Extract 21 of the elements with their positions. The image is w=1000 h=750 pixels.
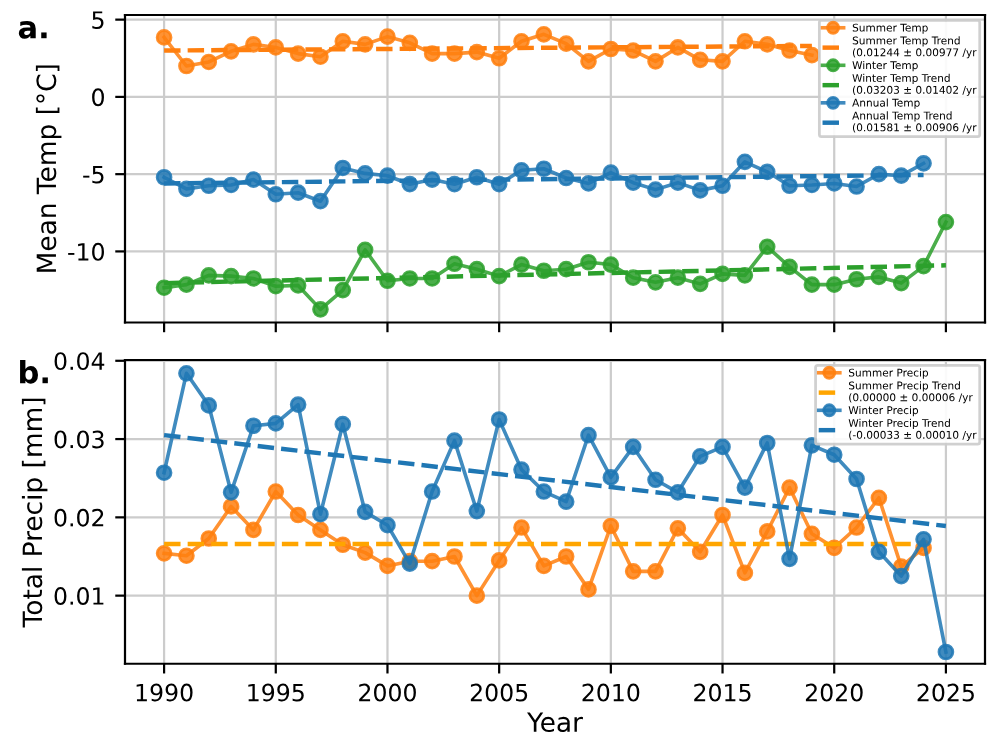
y-tick-label: 0.04 bbox=[54, 352, 105, 371]
y-axis-title: Total Precip [mm] bbox=[21, 398, 48, 628]
y-tick-label: -10 bbox=[68, 242, 104, 261]
y-tick-label: -5 bbox=[83, 165, 104, 184]
x-tick-label: 2000 bbox=[359, 683, 416, 702]
x-tick-label: 1990 bbox=[136, 683, 193, 702]
y-tick-label: 0 bbox=[92, 88, 104, 107]
y-tick-label: 0.03 bbox=[54, 430, 104, 449]
y-tick-label: 5 bbox=[92, 11, 104, 29]
x-tick-label: 2015 bbox=[694, 683, 751, 702]
x-tick-label: 2005 bbox=[470, 683, 528, 702]
x-tick-label: 2025 bbox=[917, 683, 974, 702]
y-tick-label: 0.02 bbox=[54, 508, 104, 527]
text: b. bbox=[20, 360, 48, 384]
text: a. bbox=[18, 21, 47, 39]
x-tick-label: 2020 bbox=[805, 683, 863, 702]
x-tick-label: 2010 bbox=[582, 683, 640, 702]
y-tick-label: 0.01 bbox=[54, 587, 104, 605]
x-axis-title: Year bbox=[527, 712, 583, 733]
y-axis-title: Mean Temp [°C] bbox=[35, 65, 62, 272]
x-tick-label: 1995 bbox=[248, 683, 304, 702]
